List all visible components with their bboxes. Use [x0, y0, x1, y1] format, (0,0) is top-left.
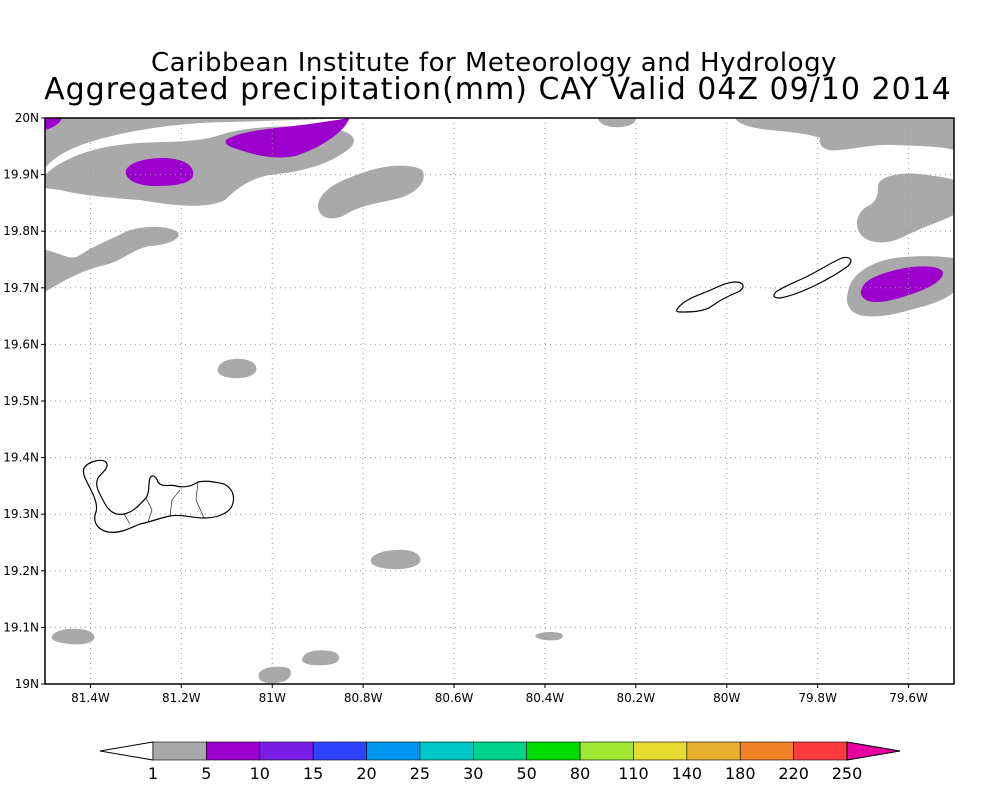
colorbar-swatch [312, 741, 367, 761]
precip-area-low [535, 632, 563, 641]
colorbar-label: 5 [201, 764, 211, 783]
precip-area-low [217, 358, 257, 379]
lat-tick-label: 19.6N [3, 337, 39, 351]
colorbar-arrow-low [99, 741, 154, 761]
cayman-brac-outline [773, 256, 852, 299]
colorbar-swatch [419, 741, 474, 761]
colorbar-label: 15 [303, 764, 323, 783]
precip-area-low [51, 628, 95, 645]
colorbar-label: 180 [725, 764, 756, 783]
lon-tick-label: 81W [259, 691, 286, 705]
colorbar-swatch [739, 741, 794, 761]
colorbar-swatch [633, 741, 688, 761]
colorbar-swatch [473, 741, 527, 761]
lon-tick-label: 79.6W [889, 691, 928, 705]
lat-tick-label: 19.7N [3, 281, 39, 295]
colorbar-arrow-high [846, 741, 901, 761]
chart-title: Caribbean Institute for Meteorology and … [151, 48, 837, 78]
colorbar-label: 140 [672, 764, 703, 783]
lat-tick-label: 19.5N [3, 394, 39, 408]
precip-area-low [598, 118, 636, 128]
lat-tick-label: 19.9N [3, 168, 39, 182]
grand-cayman-districts [123, 481, 205, 525]
lon-tick-label: 81.2W [162, 691, 201, 705]
lat-tick-label: 19N [15, 677, 39, 691]
precip-area-low [258, 666, 291, 684]
little-cayman-outline [676, 281, 744, 313]
precip-area-low [45, 226, 179, 292]
colorbar-swatch [152, 741, 207, 761]
lat-tick-label: 19.4N [3, 451, 39, 465]
precip-area-low [735, 118, 954, 151]
colorbar-label: 250 [832, 764, 863, 783]
lat-tick-label: 19.2N [3, 564, 39, 578]
grand-cayman-outline [82, 459, 235, 533]
lon-tick-label: 79.8W [798, 691, 837, 705]
precip-area-mid [125, 158, 194, 186]
lat-tick-label: 19.3N [3, 507, 39, 521]
precip-area-mid [45, 118, 62, 130]
colorbar-label: 110 [618, 764, 649, 783]
lon-tick-label: 80W [713, 691, 740, 705]
colorbar-label: 220 [778, 764, 809, 783]
colorbar-swatch [366, 741, 421, 761]
colorbar-label: 20 [356, 764, 376, 783]
colorbar-label: 25 [410, 764, 430, 783]
lon-tick-label: 80.4W [526, 691, 565, 705]
precip-area-low [370, 549, 421, 570]
colorbar-label: 1 [148, 764, 158, 783]
longitude-axis: 81.4W 81.2W 81W 80.8W 80.6W 80.4W 80.2W 80W 79.8… [71, 684, 928, 705]
colorbar-swatch [259, 741, 314, 761]
colorbar-label: 30 [463, 764, 483, 783]
chart-subtitle: Aggregated precipitation(mm) CAY Valid 0… [44, 72, 952, 107]
colorbar-label: 80 [570, 764, 590, 783]
lat-tick-label: 19.1N [3, 620, 39, 634]
lon-tick-label: 81.4W [71, 691, 110, 705]
precip-area-low [45, 118, 360, 168]
precip-area-mid [860, 266, 944, 303]
colorbar-swatch [526, 741, 581, 761]
colorbar-swatch [686, 741, 741, 761]
precip-area-low [302, 650, 340, 666]
lon-tick-label: 80.6W [435, 691, 474, 705]
colorbar: 1 5 10 15 20 25 30 50 80 110 140 180 220 250 [99, 741, 901, 783]
lon-tick-label: 80.8W [344, 691, 383, 705]
colorbar-swatch [793, 741, 848, 761]
colorbar-swatch [579, 741, 634, 761]
lon-tick-label: 80.2W [617, 691, 656, 705]
island-outlines [82, 256, 852, 533]
colorbar-label: 50 [517, 764, 537, 783]
precip-area-mid [225, 118, 350, 158]
lat-tick-label: 19.8N [3, 224, 39, 238]
precip-area-low [318, 165, 424, 219]
latitude-axis: 20N 19.9N 19.8N 19.7N 19.6N 19.5N 19.4N 19.3N 19… [3, 111, 45, 691]
precipitation-field [45, 118, 954, 684]
colorbar-label: 10 [250, 764, 270, 783]
precip-area-low [856, 173, 954, 243]
colorbar-swatch [206, 741, 261, 761]
lat-tick-label: 20N [15, 111, 39, 125]
